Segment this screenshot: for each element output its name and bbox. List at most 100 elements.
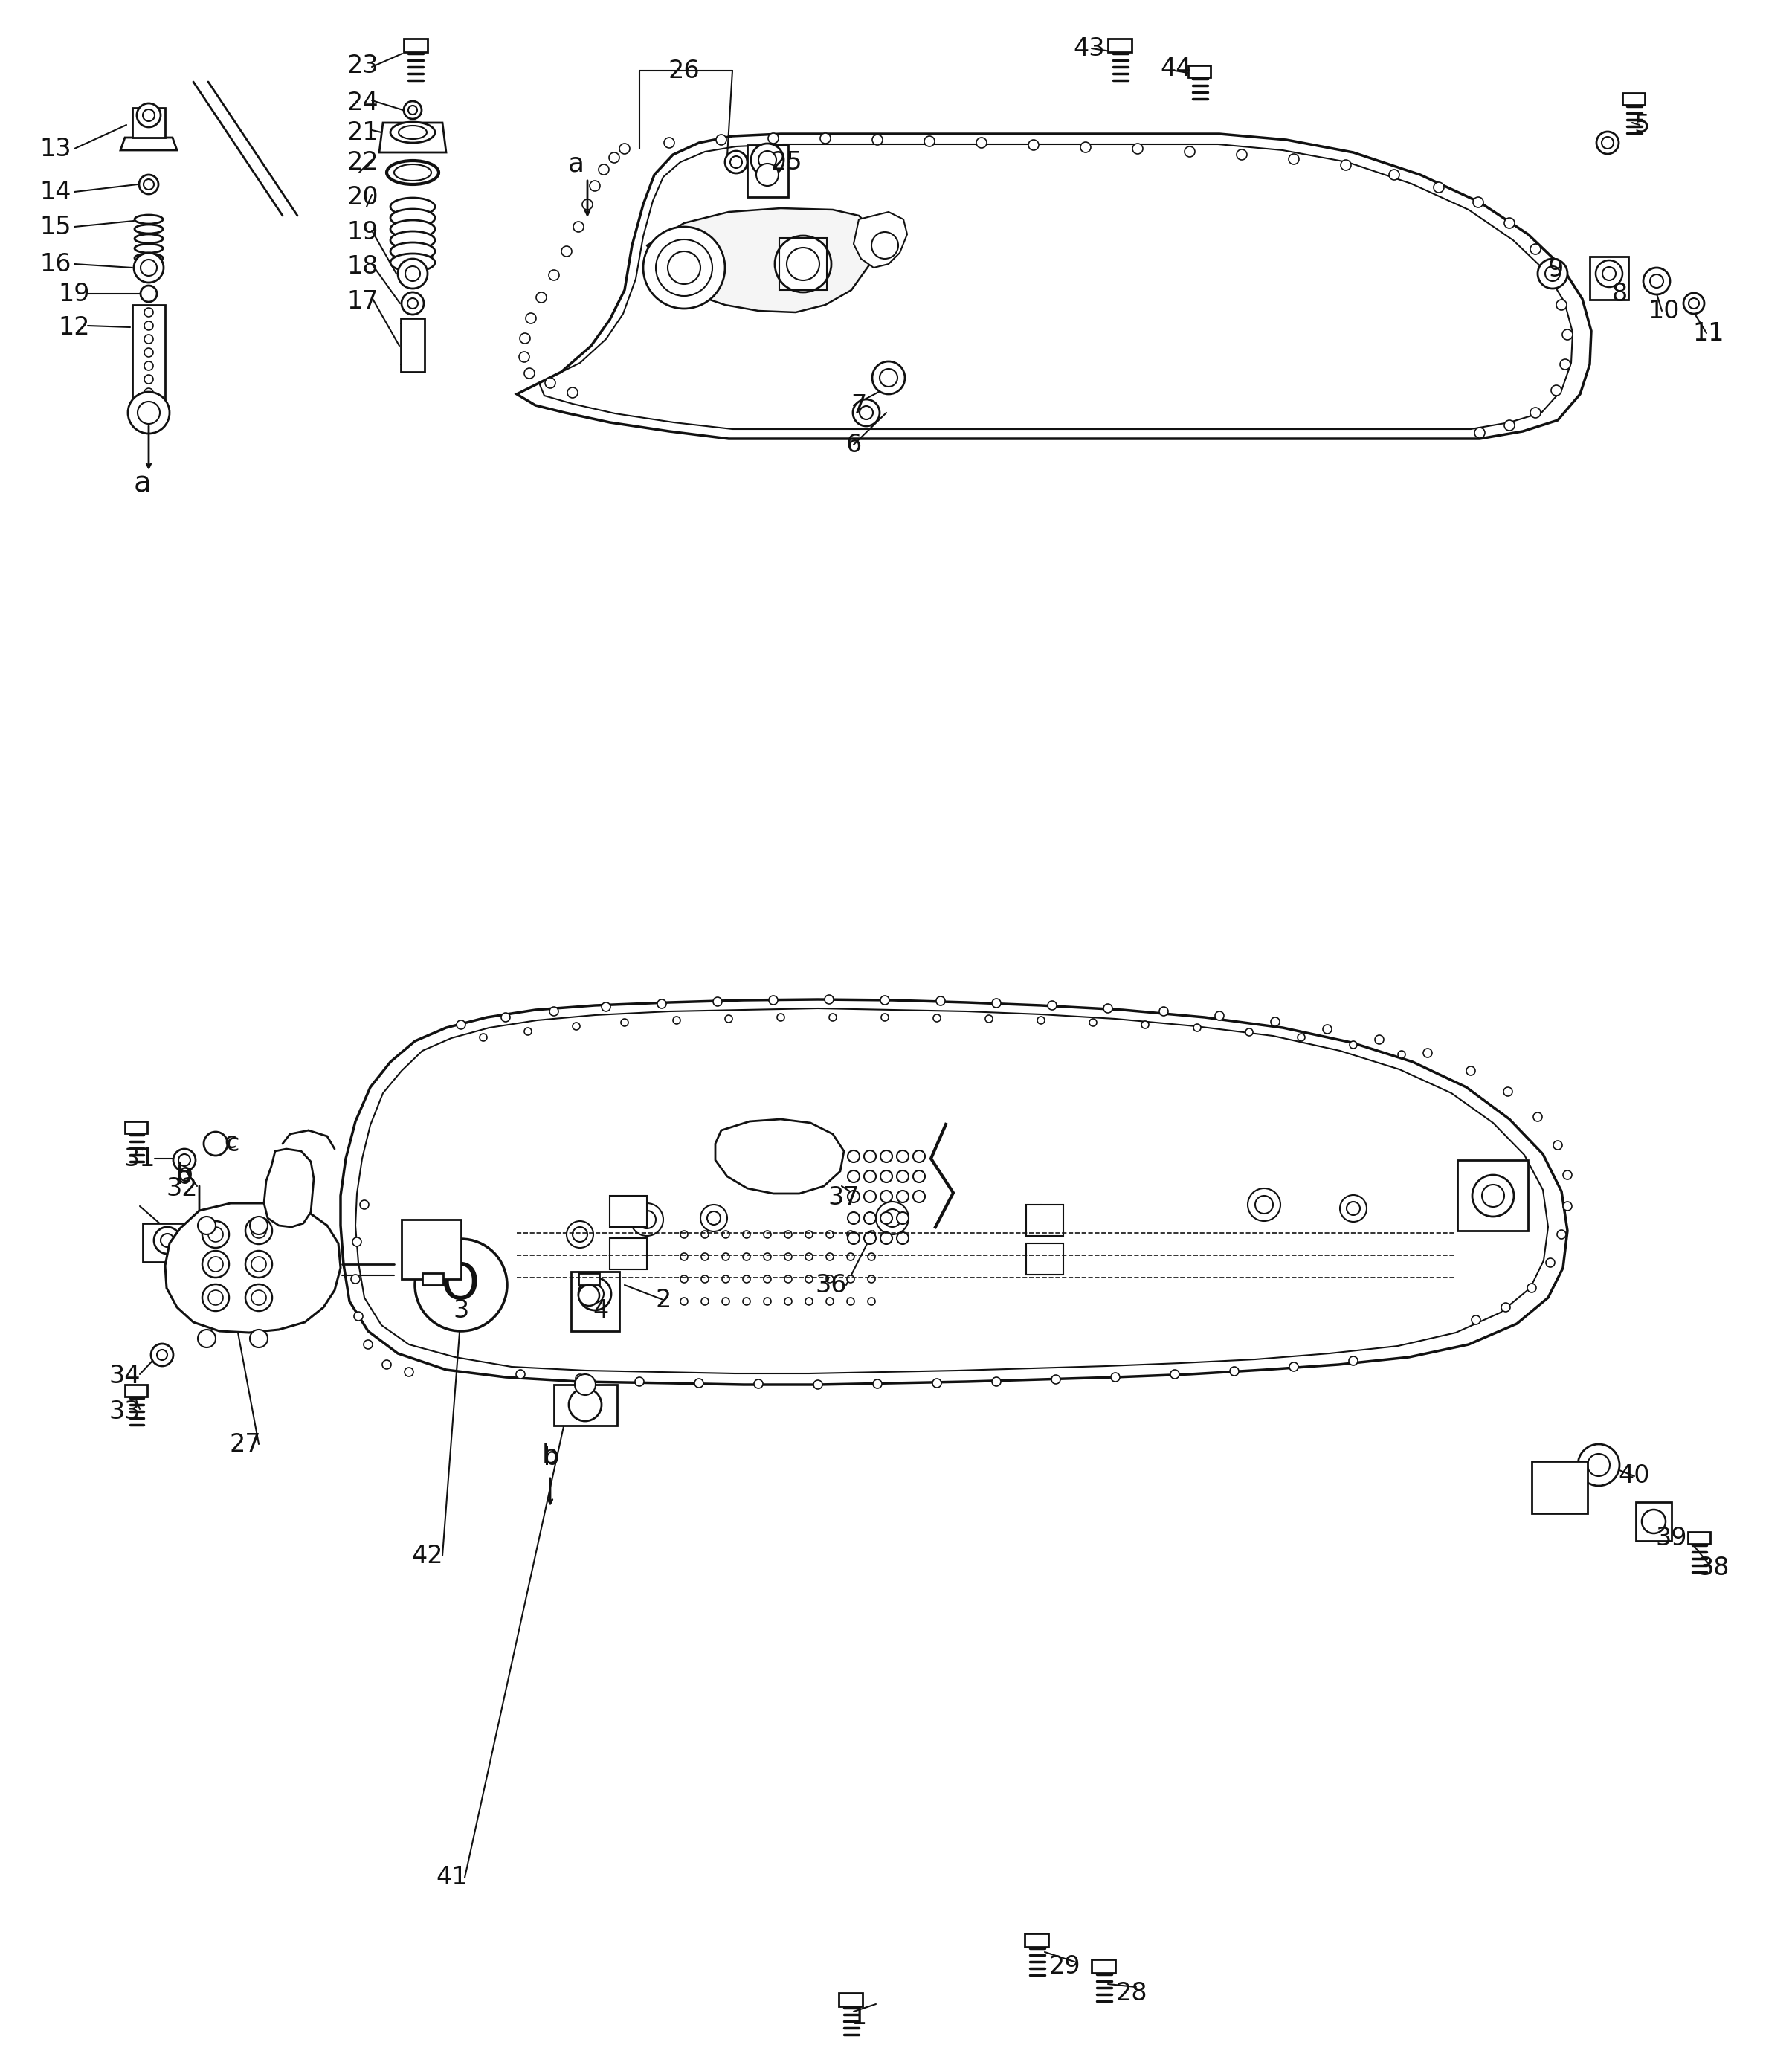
Circle shape bbox=[1563, 1170, 1572, 1180]
Polygon shape bbox=[853, 213, 907, 268]
Circle shape bbox=[805, 1299, 814, 1305]
Circle shape bbox=[726, 151, 747, 174]
Text: 26: 26 bbox=[668, 59, 701, 84]
Circle shape bbox=[1245, 1029, 1253, 1037]
Circle shape bbox=[1563, 329, 1573, 339]
Circle shape bbox=[143, 362, 152, 370]
Circle shape bbox=[848, 1299, 855, 1305]
Circle shape bbox=[202, 1284, 229, 1311]
Circle shape bbox=[880, 996, 889, 1004]
Polygon shape bbox=[1688, 1532, 1710, 1544]
Circle shape bbox=[896, 1170, 909, 1182]
Circle shape bbox=[1538, 260, 1568, 288]
Circle shape bbox=[398, 260, 428, 288]
Circle shape bbox=[599, 164, 609, 174]
Circle shape bbox=[1349, 1356, 1358, 1366]
Polygon shape bbox=[125, 1384, 147, 1397]
Circle shape bbox=[1595, 260, 1622, 286]
Ellipse shape bbox=[391, 209, 435, 227]
Circle shape bbox=[848, 1276, 855, 1282]
Circle shape bbox=[864, 1213, 876, 1225]
Circle shape bbox=[416, 1239, 507, 1331]
Circle shape bbox=[787, 247, 819, 280]
Circle shape bbox=[882, 1014, 889, 1020]
Polygon shape bbox=[403, 39, 428, 51]
Circle shape bbox=[249, 1329, 267, 1348]
Circle shape bbox=[575, 1374, 595, 1395]
Circle shape bbox=[1423, 1049, 1432, 1057]
Circle shape bbox=[1170, 1370, 1179, 1378]
Circle shape bbox=[665, 137, 674, 147]
Text: 11: 11 bbox=[1693, 321, 1724, 346]
Circle shape bbox=[1552, 384, 1561, 395]
Circle shape bbox=[701, 1276, 708, 1282]
Text: 9: 9 bbox=[1548, 258, 1563, 282]
Circle shape bbox=[1159, 1006, 1168, 1016]
Circle shape bbox=[867, 1276, 874, 1282]
Polygon shape bbox=[609, 1196, 647, 1227]
Text: 14: 14 bbox=[39, 180, 72, 204]
Circle shape bbox=[127, 393, 170, 434]
Circle shape bbox=[1027, 1205, 1054, 1231]
Circle shape bbox=[568, 387, 577, 399]
Circle shape bbox=[602, 1002, 611, 1012]
Circle shape bbox=[778, 1014, 785, 1020]
Text: 17: 17 bbox=[348, 288, 378, 313]
Circle shape bbox=[579, 1284, 599, 1307]
Circle shape bbox=[1650, 274, 1663, 288]
Circle shape bbox=[763, 1231, 771, 1237]
Text: b: b bbox=[176, 1164, 192, 1188]
Circle shape bbox=[1527, 1284, 1536, 1292]
Circle shape bbox=[550, 1006, 559, 1016]
Circle shape bbox=[1588, 1454, 1609, 1476]
Text: 16: 16 bbox=[39, 252, 72, 276]
Polygon shape bbox=[747, 145, 788, 196]
Circle shape bbox=[805, 1231, 814, 1237]
Text: 40: 40 bbox=[1618, 1464, 1650, 1489]
Circle shape bbox=[1322, 1025, 1331, 1033]
Circle shape bbox=[382, 1360, 391, 1368]
Polygon shape bbox=[133, 305, 165, 405]
Text: b: b bbox=[543, 1446, 559, 1470]
Circle shape bbox=[722, 1299, 729, 1305]
Circle shape bbox=[848, 1170, 860, 1182]
Circle shape bbox=[876, 1202, 909, 1235]
Circle shape bbox=[590, 180, 600, 190]
Circle shape bbox=[1545, 266, 1561, 280]
Circle shape bbox=[848, 1233, 860, 1243]
Text: 38: 38 bbox=[1699, 1556, 1729, 1581]
Circle shape bbox=[548, 270, 559, 280]
Circle shape bbox=[681, 1231, 688, 1237]
Circle shape bbox=[848, 1231, 855, 1237]
Circle shape bbox=[769, 996, 778, 1004]
Circle shape bbox=[1090, 1018, 1097, 1027]
Circle shape bbox=[573, 1227, 588, 1241]
Circle shape bbox=[202, 1221, 229, 1247]
Circle shape bbox=[785, 1254, 792, 1260]
Circle shape bbox=[814, 1380, 823, 1389]
Circle shape bbox=[896, 1233, 909, 1243]
Circle shape bbox=[525, 313, 536, 323]
Text: 8: 8 bbox=[1611, 282, 1627, 307]
Circle shape bbox=[701, 1299, 708, 1305]
Circle shape bbox=[735, 1137, 749, 1153]
Polygon shape bbox=[401, 1219, 461, 1278]
Circle shape bbox=[143, 108, 154, 121]
Circle shape bbox=[695, 1378, 704, 1389]
Circle shape bbox=[179, 1153, 190, 1166]
Text: b: b bbox=[541, 1444, 559, 1468]
Ellipse shape bbox=[134, 215, 163, 223]
Circle shape bbox=[754, 1380, 763, 1389]
Circle shape bbox=[136, 104, 161, 127]
Circle shape bbox=[848, 1190, 860, 1202]
Circle shape bbox=[140, 286, 158, 303]
Circle shape bbox=[914, 1190, 925, 1202]
Circle shape bbox=[143, 374, 152, 384]
Circle shape bbox=[579, 1278, 611, 1311]
Text: 5: 5 bbox=[1634, 112, 1650, 137]
Ellipse shape bbox=[134, 254, 163, 262]
Circle shape bbox=[713, 998, 722, 1006]
Polygon shape bbox=[263, 1149, 314, 1227]
Circle shape bbox=[1236, 149, 1247, 160]
Circle shape bbox=[161, 1233, 174, 1247]
